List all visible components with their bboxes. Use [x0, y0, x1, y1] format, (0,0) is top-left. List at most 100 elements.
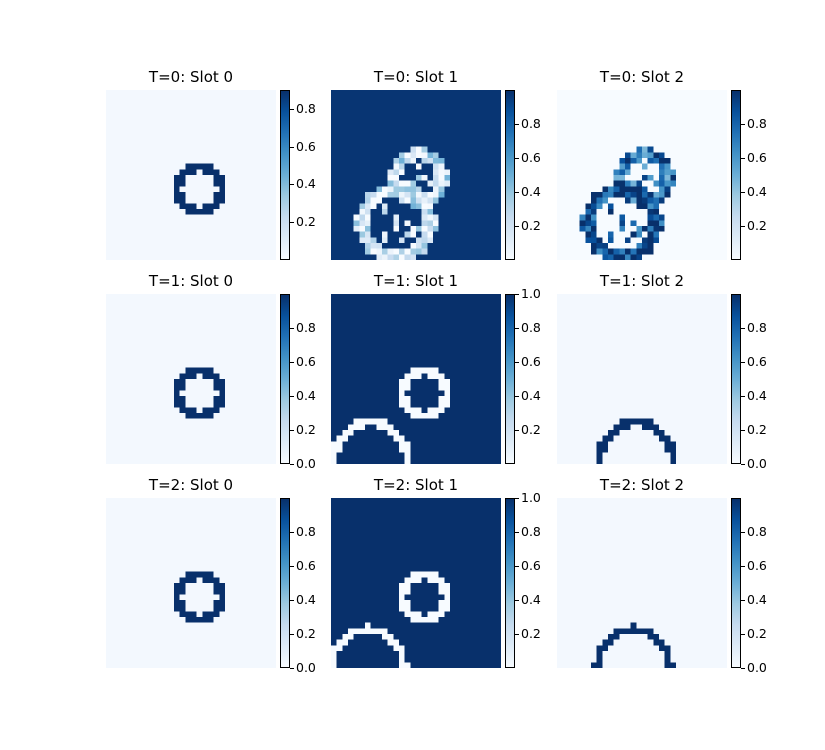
- heatmap-cell: [613, 141, 620, 148]
- heatmap-cell: [376, 345, 383, 352]
- heatmap-cell: [225, 203, 232, 210]
- heatmap-cell: [404, 129, 411, 136]
- heatmap-cell: [247, 214, 254, 221]
- heatmap-cell: [433, 333, 440, 340]
- heatmap-cell: [174, 452, 181, 459]
- heatmap-cell: [484, 299, 491, 306]
- heatmap-cell: [264, 333, 271, 340]
- heatmap-cell: [225, 209, 232, 216]
- heatmap-cell: [157, 379, 164, 386]
- heatmap-cell: [123, 311, 130, 318]
- heatmap-cell: [123, 452, 130, 459]
- heatmap-cell: [168, 407, 175, 414]
- heatmap-cell: [647, 316, 654, 323]
- heatmap-cell: [185, 424, 192, 431]
- heatmap-cell: [472, 226, 479, 233]
- heatmap-cell: [123, 373, 130, 380]
- heatmap-cell: [687, 214, 694, 221]
- heatmap-cell: [596, 305, 603, 312]
- heatmap-cell: [710, 345, 717, 352]
- heatmap-cell: [359, 197, 366, 204]
- heatmap-cell: [230, 356, 237, 363]
- heatmap-cell: [416, 152, 423, 159]
- heatmap-cell: [450, 180, 457, 187]
- heatmap-cell: [450, 135, 457, 142]
- heatmap-cell: [416, 384, 423, 391]
- heatmap-cell: [568, 248, 575, 255]
- heatmap-cell: [123, 214, 130, 221]
- heatmap-cell: [151, 452, 158, 459]
- heatmap-cell: [636, 124, 643, 131]
- heatmap-cell: [247, 339, 254, 346]
- heatmap-cell: [579, 356, 586, 363]
- heatmap-cell: [202, 237, 209, 244]
- heatmap-cell: [619, 299, 626, 306]
- heatmap-cell: [157, 169, 164, 176]
- heatmap-cell: [270, 339, 276, 346]
- heatmap-cell: [455, 135, 462, 142]
- heatmap-cell: [179, 333, 186, 340]
- heatmap-cell: [185, 299, 192, 306]
- heatmap-cell: [715, 214, 722, 221]
- heatmap-cell: [191, 339, 198, 346]
- heatmap-cell: [353, 367, 360, 374]
- heatmap-cell: [393, 333, 400, 340]
- heatmap-cell: [693, 203, 700, 210]
- heatmap-cell: [331, 254, 338, 260]
- heatmap-cell: [495, 379, 501, 386]
- heatmap-cell: [236, 447, 243, 454]
- heatmap-cell: [489, 141, 496, 148]
- heatmap-cell: [455, 254, 462, 260]
- heatmap-cell: [461, 322, 468, 329]
- heatmap-cell: [253, 118, 260, 125]
- heatmap-cell: [455, 107, 462, 114]
- heatmap-cell: [106, 339, 113, 346]
- heatmap-cell: [410, 435, 417, 442]
- heatmap-cell: [128, 413, 135, 420]
- heatmap-cell: [140, 209, 147, 216]
- heatmap-cell: [219, 390, 226, 397]
- heatmap-cell: [450, 146, 457, 153]
- heatmap-cell: [196, 384, 203, 391]
- heatmap-cell: [715, 243, 722, 250]
- heatmap-cell: [687, 305, 694, 312]
- heatmap-cell: [433, 345, 440, 352]
- heatmap-cell: [264, 163, 271, 170]
- heatmap-cell: [585, 180, 592, 187]
- heatmap-cell: [613, 248, 620, 255]
- heatmap-cell: [370, 135, 377, 142]
- heatmap-cell: [208, 220, 215, 227]
- heatmap-cell: [416, 305, 423, 312]
- heatmap-cell: [625, 254, 632, 260]
- heatmap-cell: [410, 248, 417, 255]
- heatmap-cell: [574, 101, 581, 108]
- heatmap-cell: [348, 124, 355, 131]
- heatmap-cell: [174, 390, 181, 397]
- heatmap-cell: [557, 345, 564, 352]
- heatmap-cell: [376, 118, 383, 125]
- heatmap-cell: [478, 163, 485, 170]
- heatmap-cell: [196, 124, 203, 131]
- heatmap-cell: [111, 209, 118, 216]
- heatmap-cell: [433, 186, 440, 193]
- heatmap-cell: [123, 379, 130, 386]
- heatmap-cell: [664, 214, 671, 221]
- heatmap-cell: [111, 305, 118, 312]
- heatmap-cell: [365, 95, 372, 102]
- heatmap-cell: [247, 248, 254, 255]
- heatmap-cell: [387, 441, 394, 448]
- heatmap-cell: [399, 447, 406, 454]
- heatmap-cell: [236, 214, 243, 221]
- heatmap-panel: [557, 90, 727, 260]
- heatmap-cell: [134, 396, 141, 403]
- heatmap-cell: [472, 401, 479, 408]
- heatmap-cell: [370, 226, 377, 233]
- heatmap-cell: [721, 322, 727, 329]
- heatmap-cell: [659, 175, 666, 182]
- heatmap-cell: [370, 197, 377, 204]
- heatmap-cell: [625, 248, 632, 255]
- heatmap-cell: [230, 396, 237, 403]
- heatmap-cell: [230, 237, 237, 244]
- heatmap-cell: [359, 186, 366, 193]
- heatmap-cell: [106, 124, 113, 131]
